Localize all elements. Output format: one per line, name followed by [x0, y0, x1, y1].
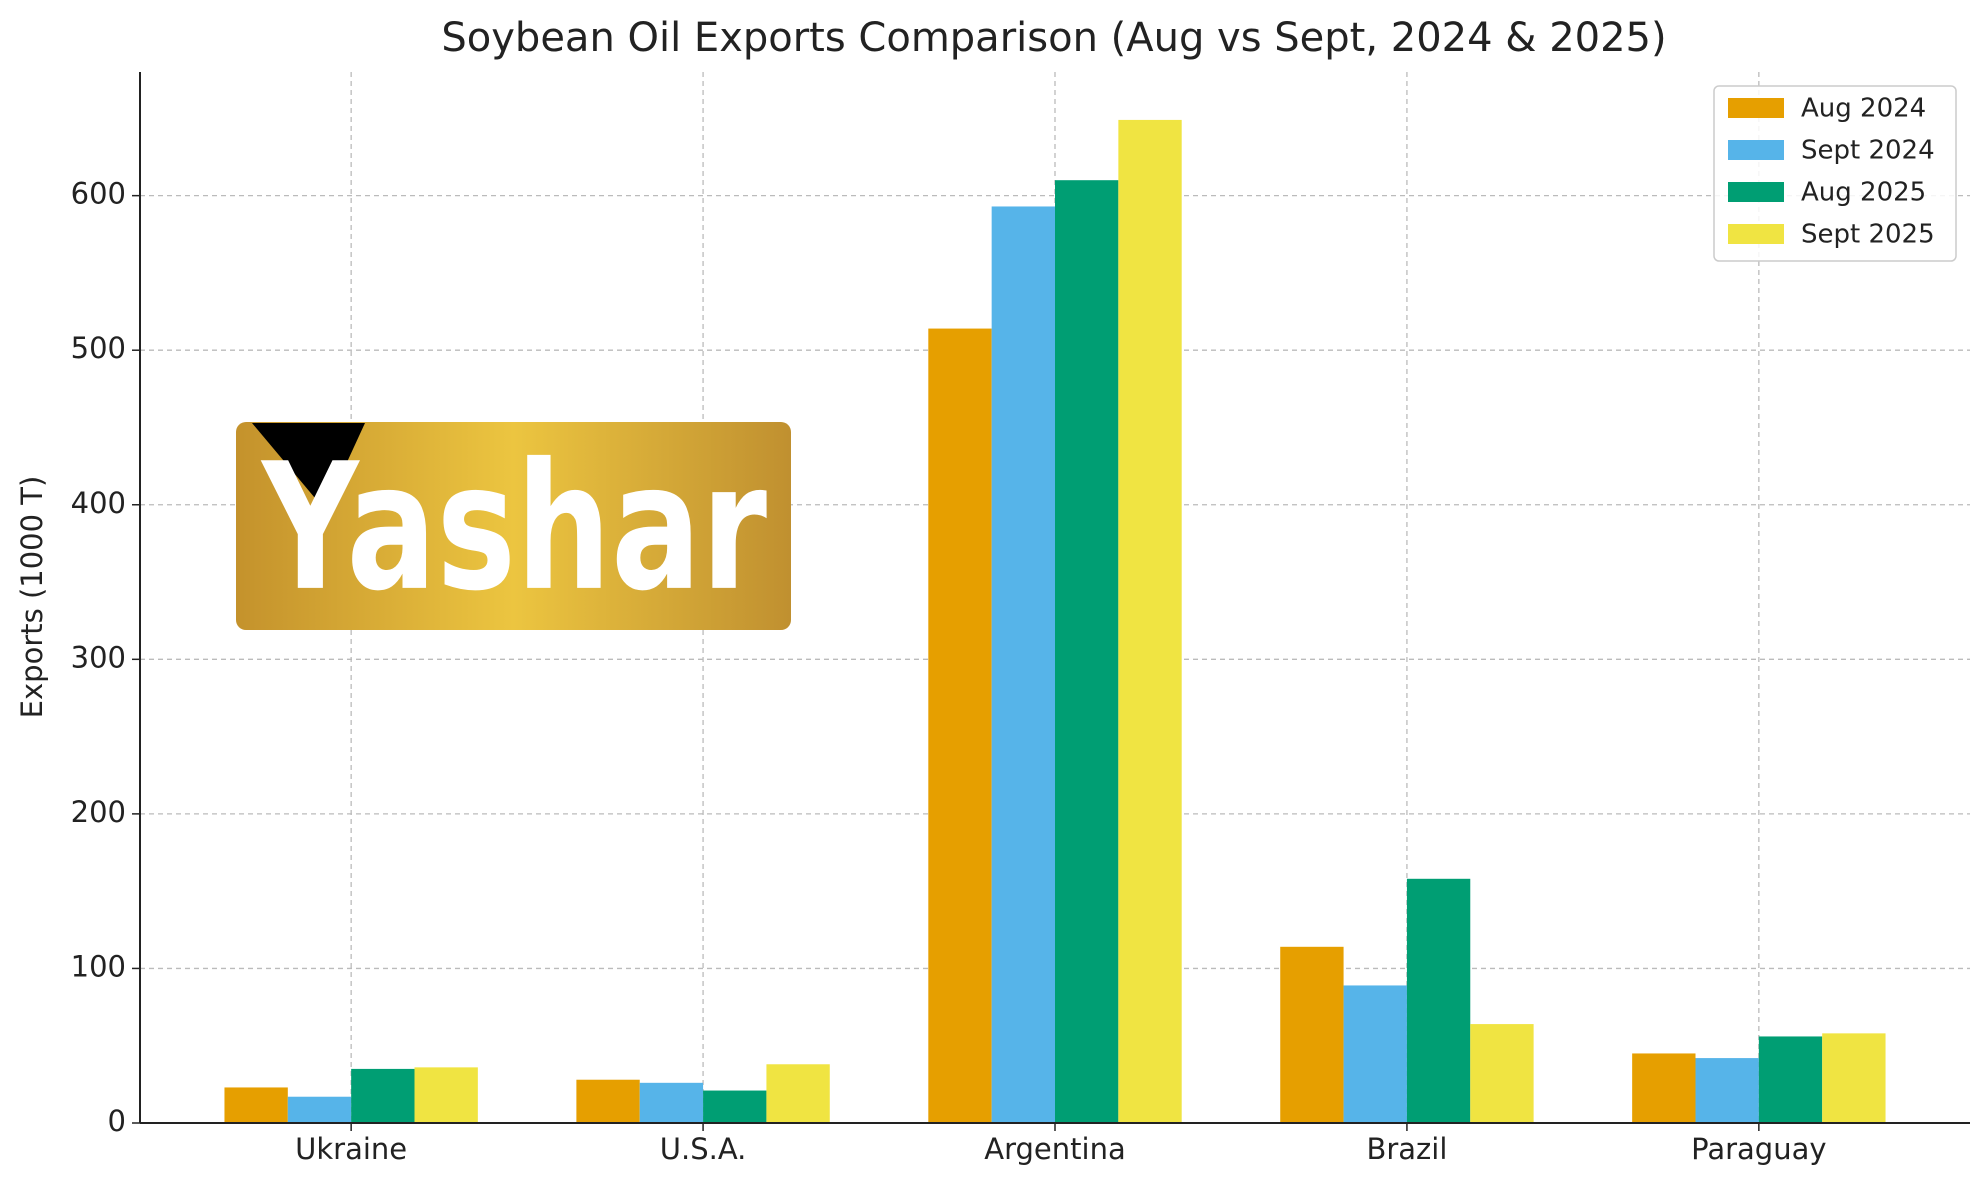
chart-title: Soybean Oil Exports Comparison (Aug vs S…: [441, 15, 1666, 61]
bar: [1822, 1033, 1886, 1123]
bar: [991, 206, 1055, 1123]
y-tick-label: 300: [71, 640, 126, 674]
bar: [414, 1067, 478, 1123]
legend-swatch: [1728, 224, 1784, 244]
legend-label: Sept 2024: [1801, 136, 1935, 166]
y-tick-label: 0: [108, 1104, 126, 1138]
legend-label: Sept 2025: [1801, 220, 1935, 250]
bar: [1470, 1024, 1534, 1123]
bar: [766, 1064, 830, 1123]
legend-frame: [1713, 85, 1957, 262]
bar: [1055, 180, 1119, 1124]
bar: [1632, 1053, 1696, 1123]
bar: [576, 1079, 640, 1123]
bar: [224, 1087, 288, 1123]
x-tick-label: Paraguay: [1691, 1132, 1826, 1166]
y-tick-label: 500: [71, 331, 126, 365]
bar: [287, 1096, 352, 1123]
logo-text: Yashar: [260, 427, 767, 630]
bar: [639, 1082, 704, 1123]
bar: [351, 1068, 415, 1123]
bar: [1118, 119, 1182, 1124]
y-tick-label: 100: [71, 949, 126, 983]
legend-label: Aug 2025: [1801, 178, 1926, 208]
logo-background: [236, 422, 791, 630]
watermark-logo: Yashar: [236, 422, 791, 630]
x-tick-label: Ukraine: [295, 1132, 407, 1166]
legend-swatch: [1728, 140, 1784, 160]
y-tick-label: 400: [71, 486, 126, 520]
legend: Aug 2024 Sept 2024 Aug 2025 Sept 2025: [1713, 85, 1957, 262]
x-tick-label: Brazil: [1366, 1132, 1447, 1166]
y-tick-label: 600: [71, 177, 126, 211]
y-axis-label: Exports (1000 T): [15, 476, 49, 719]
logo-triangle: [252, 423, 365, 510]
x-tick-label: Argentina: [984, 1132, 1125, 1166]
x-tick-label: U.S.A.: [660, 1132, 747, 1166]
legend-swatch: [1728, 98, 1784, 118]
bar: [1758, 1036, 1823, 1123]
legend-label: Aug 2024: [1801, 94, 1926, 124]
bar: [928, 328, 992, 1124]
legend-swatch: [1728, 182, 1784, 202]
bar: [1406, 878, 1471, 1123]
y-tick-label: 200: [71, 795, 126, 829]
bar: [703, 1090, 767, 1123]
bar: [1695, 1058, 1759, 1123]
bar: [1343, 985, 1407, 1123]
bar: [1280, 946, 1344, 1123]
